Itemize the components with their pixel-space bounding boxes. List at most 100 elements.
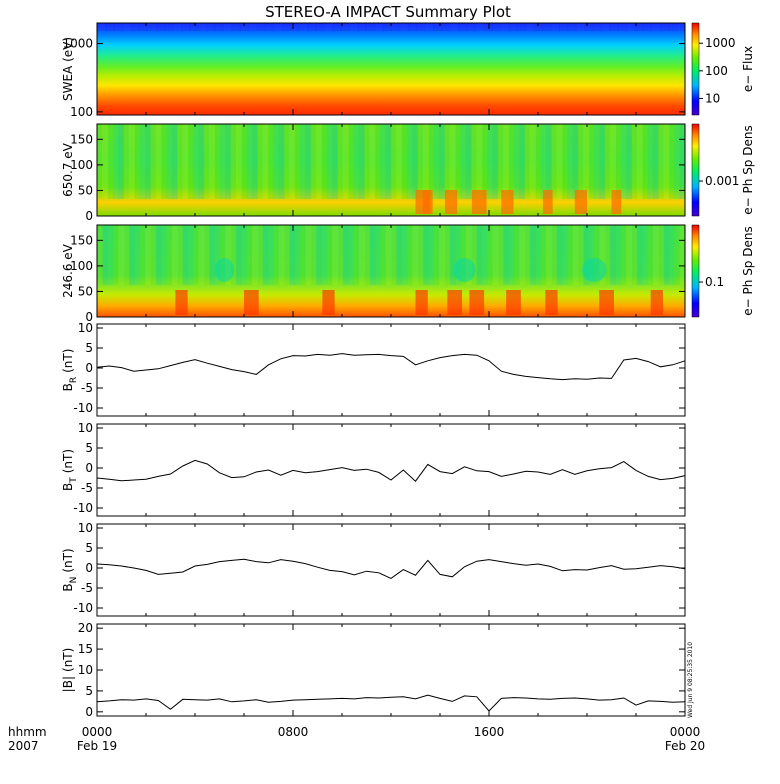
swea-streak [533,23,544,31]
pad-650-streak [209,124,216,199]
series-line [96,558,686,579]
pad-246-streak [572,225,579,285]
y-tick-label: 5 [85,684,93,698]
pad-246-hotspot [599,290,614,315]
pad-650-streak [652,124,659,199]
footer-stamp: Wed Jun 9 08:25:35 2010 [687,642,694,718]
pad-246-streak [166,225,173,285]
swea-streak [458,23,468,31]
pad-650-streak [214,124,221,199]
y-tick-label: -10 [73,501,93,515]
series-line [96,694,686,712]
pad-246-streak [513,225,520,285]
pad-246-streak [150,225,157,285]
pad-650-streak [599,124,606,199]
pad-246-streak [508,225,515,285]
y-tick-label: 10 [78,421,93,435]
pad-246-streak [636,225,643,285]
pad-246-streak [396,225,403,285]
swea-streak [298,23,308,31]
swea-streak [483,23,493,31]
pad-650-streak [620,124,627,199]
pad-246-streak [289,225,296,285]
pad-246-hotspot [447,290,463,315]
swea-streak [466,23,476,31]
pad-650-streak [203,124,210,199]
pad-246-streak [647,225,654,285]
pad-246-streak [107,225,114,285]
pad-650-streak [551,124,558,199]
pad-650-hotspot [422,190,433,214]
colorbar-tick-label: 100 [705,64,728,78]
pad-246-streak [321,225,328,285]
series-layer [96,353,686,712]
pad-650-streak [326,124,333,199]
pad-246-streak [433,225,440,285]
pad-246-streak [471,225,478,285]
panel-frame [96,623,686,717]
pad-246-streak [631,225,638,285]
pad-650-streak [433,124,440,199]
pad-650-streak [423,124,429,199]
pad-650-streak [278,124,285,199]
pad-650-streak [342,124,349,199]
pad-650-streak [391,124,397,199]
swea-streak [609,23,619,31]
pad-246-streak [546,225,552,285]
x-tick-label: 0000 [82,725,113,739]
pad-650-streak [492,124,499,199]
pad-650-streak [524,124,531,199]
colorbar [691,123,700,217]
pad-246-streak [524,225,531,285]
x-tick-label: 1600 [474,725,505,739]
pad-246-streak [465,225,472,285]
pad-650-streak [246,124,253,199]
pad-650-streak [171,124,178,199]
pad-246-streak [364,225,371,285]
pad-246-streak [417,225,424,285]
pad-650-hotspot [444,190,458,214]
pad-246-streak [337,225,344,285]
x-tick-date-label: Feb 20 [665,739,705,753]
y-axis-label-main: B [61,383,75,391]
pad-650-streak [321,124,328,199]
swea-streak [172,23,182,31]
pad-246-streak [326,225,333,285]
pad-650-streak [481,124,488,199]
swea-streak [139,23,149,31]
pad-650-streak [428,124,435,199]
pad-246-streak [540,225,547,285]
swea-streak [374,23,384,31]
pad-650-streak [439,124,445,199]
pad-246-streak [214,225,221,285]
pad-246-streak [401,225,408,285]
pad-246-hotspot [415,290,428,315]
y-tick-label: 10 [78,663,93,677]
pad-246-streak [588,225,595,285]
pad-246-streak [380,225,387,285]
pad-246-streak [679,225,685,285]
swea-streak [315,23,325,31]
pad-650-streak [407,124,413,199]
pad-650-streak [139,124,146,199]
pad-246-streak [449,225,456,285]
y-axis-label: BN (nT) [61,548,79,591]
swea-streak [357,23,367,31]
pad-246-streak [268,225,274,285]
pad-246-streak [562,225,568,285]
pad-650-streak [658,124,665,199]
pad-246-streak [155,225,162,285]
swea-streak [424,23,434,31]
colorbar-tick-label: 10 [705,91,720,105]
y-axis-label: 246.6 eV [61,243,75,298]
panel-frame [96,423,686,517]
pad-246-streak [257,225,264,285]
y-axis-label-unit: (nT) [61,548,75,572]
pad-650-hotspot [471,190,487,214]
pad-246-hotspot [469,290,485,315]
swea-streak [265,23,275,31]
pad-246-streak [583,225,590,285]
pad-650-streak [129,124,135,199]
pad-246-streak [225,225,232,285]
pad-246-streak [519,225,526,285]
